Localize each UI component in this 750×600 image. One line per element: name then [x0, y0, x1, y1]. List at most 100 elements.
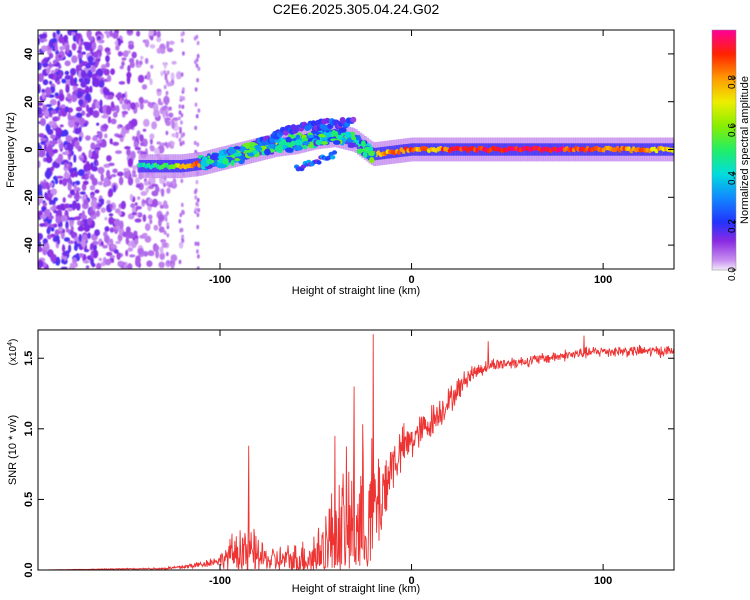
noise-blob	[102, 244, 108, 249]
y-tick-label: -40	[23, 237, 35, 253]
noise-blob	[196, 241, 200, 247]
noise-blob	[41, 92, 46, 100]
spectrogram-x-label: Height of straight line (km)	[292, 285, 420, 297]
noise-blob	[106, 51, 111, 56]
noise-blob	[180, 202, 184, 208]
noise-blob	[127, 158, 134, 167]
noise-blob	[43, 209, 51, 217]
noise-blob	[38, 246, 43, 253]
noise-blob	[80, 220, 84, 226]
noise-blob	[90, 194, 95, 199]
noise-blob	[63, 203, 71, 209]
noise-blob	[196, 53, 200, 59]
lower-branch-blob	[331, 150, 338, 155]
noise-blob	[45, 156, 53, 164]
noise-blob	[195, 179, 199, 185]
noise-blob	[131, 212, 137, 216]
noise-blob	[106, 199, 111, 205]
noise-blob	[55, 106, 60, 112]
noise-blob	[178, 110, 182, 115]
noise-blob	[130, 118, 138, 127]
noise-blob	[85, 163, 92, 172]
noise-blob	[112, 226, 118, 230]
noise-blob	[121, 110, 129, 115]
noise-blob	[40, 140, 46, 145]
noise-blob	[196, 224, 200, 230]
noise-blob	[100, 241, 104, 246]
noise-blob	[75, 64, 80, 73]
noise-blob	[70, 150, 74, 156]
noise-blob	[129, 61, 135, 68]
spectrogram-y-label: Frequency (Hz)	[5, 112, 17, 188]
noise-blob	[166, 260, 170, 265]
noise-blob	[72, 86, 78, 90]
noise-blob	[133, 141, 139, 149]
noise-blob	[127, 231, 134, 239]
noise-blob	[71, 43, 77, 51]
noise-blob	[91, 177, 96, 182]
noise-blob	[136, 30, 141, 37]
snr-scale-close: )	[8, 339, 19, 342]
noise-blob	[124, 261, 128, 268]
noise-blob	[99, 182, 103, 186]
noise-blob	[124, 146, 131, 150]
noise-blob	[171, 60, 177, 65]
noise-blob	[139, 96, 144, 105]
noise-blob	[144, 235, 152, 243]
noise-blob	[181, 104, 185, 110]
ridge-blob	[252, 149, 258, 155]
lower-branch-blob	[330, 155, 336, 160]
noise-blob	[196, 78, 200, 83]
noise-blob	[38, 149, 46, 158]
y-tick-label: 0	[23, 146, 35, 152]
noise-blob	[115, 45, 120, 51]
noise-blob	[58, 35, 64, 44]
noise-blob	[54, 235, 60, 242]
noise-blob	[137, 247, 144, 255]
noise-blob	[127, 247, 134, 252]
noise-blob	[129, 254, 136, 258]
noise-blob	[127, 103, 131, 111]
noise-blob	[58, 93, 65, 102]
noise-blob	[95, 100, 101, 109]
noise-blob	[70, 226, 74, 231]
noise-blob	[80, 70, 87, 79]
noise-blob	[176, 71, 182, 80]
noise-blob	[90, 142, 96, 150]
noise-blob	[146, 71, 151, 81]
noise-blob	[52, 116, 59, 122]
noise-blob	[45, 123, 51, 133]
noise-blob	[154, 245, 160, 251]
noise-blob	[178, 219, 182, 224]
noise-blob	[121, 57, 127, 61]
noise-blob	[78, 233, 82, 242]
noise-blob	[82, 180, 89, 185]
noise-blob	[119, 97, 124, 105]
figure-title: C2E6.2025.305.04.24.G02	[273, 1, 440, 17]
noise-blob	[164, 75, 168, 81]
noise-blob	[130, 150, 136, 160]
y-tick-label: 1.0	[23, 421, 35, 436]
noise-blob	[38, 106, 43, 115]
noise-blob	[43, 58, 50, 63]
x-tick-label: 100	[594, 575, 612, 587]
noise-blob	[180, 120, 183, 125]
ridge	[137, 116, 674, 179]
noise-blob	[144, 223, 151, 232]
noise-blob	[77, 169, 85, 177]
noise-blob	[50, 110, 57, 115]
noise-blob	[180, 32, 184, 37]
noise-blob	[91, 166, 98, 172]
noise-blob	[73, 154, 77, 163]
noise-blob	[70, 68, 77, 76]
noise-blob	[106, 106, 112, 115]
noise-blob	[112, 32, 119, 39]
colorbar-tick-label: 0.0	[727, 267, 738, 281]
noise-blob	[120, 200, 126, 210]
noise-blob	[127, 263, 133, 269]
noise-blob	[129, 193, 133, 202]
ridge-blob	[285, 147, 294, 153]
noise-blob	[132, 169, 136, 176]
noise-blob	[58, 179, 63, 185]
noise-blob	[155, 249, 160, 259]
